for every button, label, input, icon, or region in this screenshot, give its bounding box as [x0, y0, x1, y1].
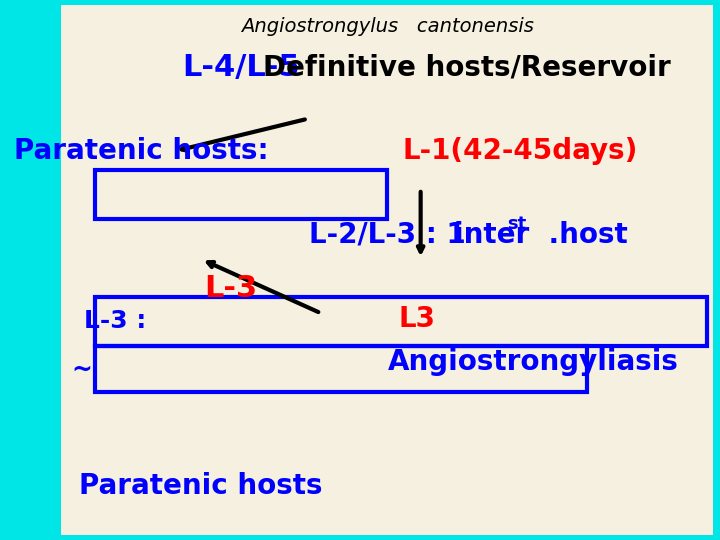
Text: st: st	[508, 215, 527, 233]
Text: Paratenic hosts:: Paratenic hosts:	[14, 137, 269, 165]
Text: Angiostrongylus   cantonensis: Angiostrongylus cantonensis	[241, 17, 534, 37]
Text: L-4/L-5: L-4/L-5	[182, 53, 300, 82]
Bar	[95, 297, 707, 346]
Text: Angiostrongyliasis: Angiostrongyliasis	[388, 348, 679, 376]
Text: L-3: L-3	[204, 274, 258, 303]
Text: ~: ~	[71, 358, 92, 382]
Text: inter  .host: inter .host	[454, 221, 627, 249]
Text: L-2/L-3 : 1: L-2/L-3 : 1	[309, 221, 466, 249]
Bar	[95, 346, 587, 392]
Text: Paratenic hosts: Paratenic hosts	[79, 472, 323, 500]
Text: L-1(42-45days): L-1(42-45days)	[402, 137, 638, 165]
Text: L-3 :: L-3 :	[84, 309, 145, 333]
Text: Definitive hosts/Reservoir: Definitive hosts/Reservoir	[264, 53, 671, 82]
Text: L3: L3	[399, 305, 436, 333]
Bar	[95, 170, 387, 219]
